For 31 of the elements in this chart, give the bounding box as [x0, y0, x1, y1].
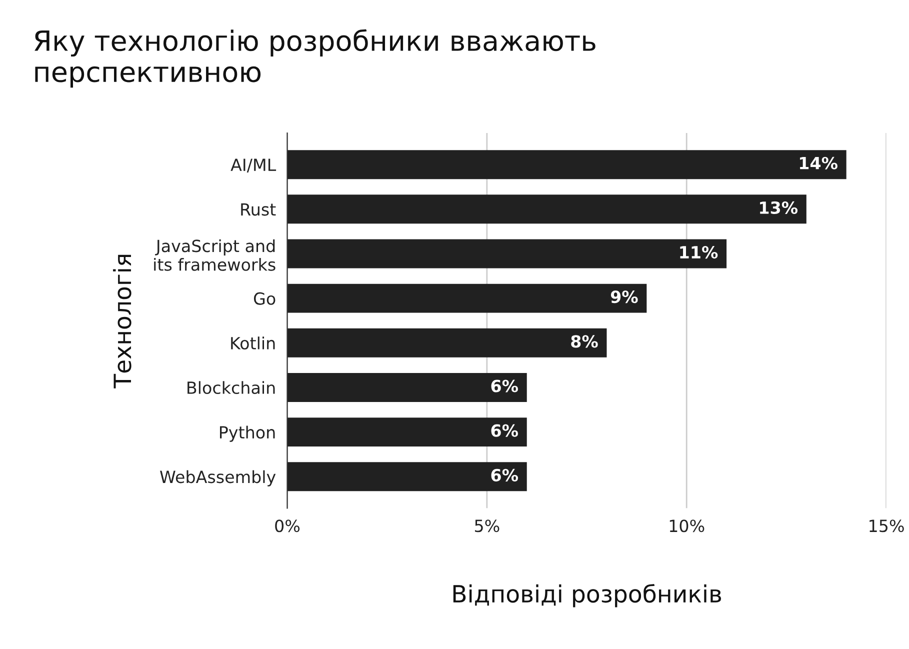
data-label: 11%	[680, 246, 718, 259]
data-label: 6%	[491, 424, 518, 437]
bar	[287, 150, 846, 180]
y-tick-label: Python	[220, 426, 275, 442]
data-label: 6%	[491, 468, 518, 482]
y-tick-label: Rust	[241, 203, 276, 216]
y-tick-label: Blockchain	[188, 381, 275, 394]
x-tick-label: 15%	[870, 520, 904, 532]
bar	[287, 418, 527, 447]
data-label: 13%	[760, 201, 798, 214]
bar	[287, 284, 647, 313]
y-axis-title: Технологія	[113, 254, 132, 388]
bar	[287, 328, 607, 358]
data-label: 9%	[610, 290, 638, 304]
x-axis-title: Відповіді розробників	[453, 584, 722, 608]
data-label: 6%	[491, 380, 518, 392]
bar	[287, 194, 806, 224]
y-tick-label: AI/ML	[230, 158, 276, 172]
bar	[287, 462, 527, 492]
data-label: 8%	[571, 335, 598, 348]
chart-title: Яку технологію розробники вважають перспективною	[34, 29, 596, 88]
x-tick-label: 10%	[670, 520, 704, 532]
bar	[287, 372, 527, 402]
y-tick-label: WebAssembly	[160, 470, 276, 486]
y-tick-label: JavaScript and its frameworks	[154, 239, 276, 271]
x-tick-label: 5%	[474, 520, 500, 532]
y-tick-label: Kotlin	[231, 336, 275, 350]
data-label: 14%	[800, 156, 838, 170]
x-tick-label: 0%	[275, 520, 300, 532]
bar	[287, 239, 727, 268]
y-tick-label: Go	[254, 292, 276, 305]
